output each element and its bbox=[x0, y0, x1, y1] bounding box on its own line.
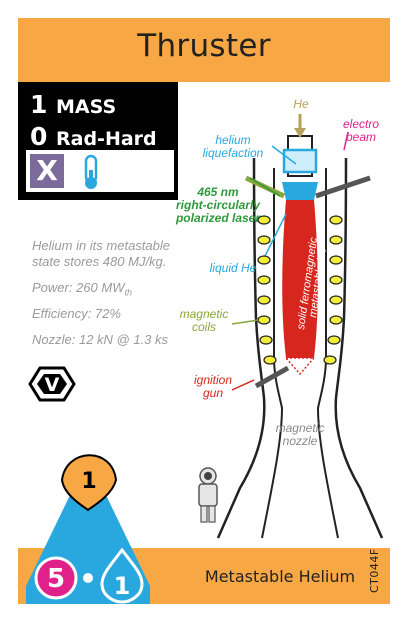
card: Thruster 1 MASS 0 Rad-Hard X Helium in its… bbox=[18, 18, 390, 604]
mass-label: MASS bbox=[56, 96, 117, 118]
coils-pointer bbox=[231, 319, 259, 325]
nozzle-label-2: nozzle bbox=[282, 434, 318, 448]
description-line-1: Helium in its metastable bbox=[32, 238, 170, 253]
property-row: X bbox=[26, 150, 174, 192]
liquid-helium-fill bbox=[282, 182, 318, 200]
astronaut-icon bbox=[198, 467, 218, 523]
mass-value: 1 bbox=[30, 90, 48, 119]
laser-pointer bbox=[249, 177, 281, 197]
nozzle-text: Nozzle: 12 kN @ 1.3 ks bbox=[32, 332, 169, 347]
liquid-he-pointer bbox=[261, 213, 287, 263]
core-tip bbox=[284, 357, 316, 376]
v-badge-inner bbox=[37, 374, 67, 394]
laser-label-1: 465 nm bbox=[197, 185, 239, 199]
outer-wall-left bbox=[216, 157, 266, 539]
he-label: He bbox=[293, 97, 309, 111]
he-inlet-arrow bbox=[294, 128, 306, 138]
helium-liquefaction-label-2: liquefaction bbox=[202, 146, 264, 160]
radhard-label: Rad-Hard bbox=[56, 128, 157, 150]
top-cost-number: 1 bbox=[81, 469, 96, 494]
electro-beam-label-2: beam bbox=[345, 130, 377, 144]
power-value: Power: 260 MW bbox=[32, 280, 125, 295]
card-subtitle: Metastable Helium bbox=[204, 567, 356, 586]
cost-separator-dot bbox=[83, 573, 93, 583]
v-badge-layer: V bbox=[28, 366, 76, 402]
ignition-gun-line bbox=[254, 365, 290, 389]
ignition-label-2: gun bbox=[202, 386, 224, 400]
left-cost-circle bbox=[34, 556, 78, 600]
top-cost-shape bbox=[60, 454, 118, 512]
liquid-he-label: liquid He bbox=[209, 261, 257, 275]
ferromagnetic-core bbox=[282, 200, 318, 358]
thermometer-icon bbox=[84, 154, 98, 189]
electro-beam-line bbox=[315, 175, 371, 199]
laser-label-2: right-circularly bbox=[175, 198, 261, 212]
laser-label-3: polarized laser bbox=[175, 211, 261, 225]
helium-liquefaction-label-1: helium bbox=[215, 133, 251, 147]
power-text: Power: 260 MWth bbox=[32, 280, 222, 301]
electro-beam-pointer bbox=[343, 131, 349, 151]
water-drop-icon bbox=[100, 547, 144, 604]
liquefaction-pointer bbox=[271, 145, 297, 165]
thruster-diagram: solid ferromagnetic metastable He* bbox=[216, 114, 384, 539]
cost-badge-layer: 1 5 1 bbox=[26, 454, 150, 604]
title-bar bbox=[18, 18, 390, 82]
inner-wall-right bbox=[316, 168, 339, 539]
radhard-value: 0 bbox=[30, 122, 48, 151]
description-line-2: state stores 480 MJ/kg. bbox=[32, 254, 167, 269]
radhard-stat: 0 Rad-Hard bbox=[30, 122, 157, 151]
power-subscript: th bbox=[124, 287, 132, 298]
card-title: Thruster bbox=[137, 28, 271, 64]
ignition-label-1: ignition bbox=[193, 373, 233, 387]
x-mark-box: X bbox=[30, 154, 64, 188]
nozzle-label-1: magnetic bbox=[275, 421, 325, 435]
ignition-pointer bbox=[231, 379, 255, 391]
electro-beam-label-1: electro bbox=[342, 117, 380, 131]
outer-wall-right bbox=[334, 157, 384, 539]
efficiency-text: Efficiency: 72% bbox=[32, 306, 121, 321]
v-badge-label: V bbox=[45, 374, 60, 396]
mass-stat: 1 MASS bbox=[30, 90, 116, 119]
left-cost-number: 5 bbox=[47, 564, 65, 594]
coils-label-2: coils bbox=[191, 320, 216, 334]
right-cost-number: 1 bbox=[114, 572, 131, 600]
liquefaction-box bbox=[282, 148, 318, 174]
coils-label-1: magnetic bbox=[179, 307, 229, 321]
magnetic-coils bbox=[257, 215, 343, 365]
